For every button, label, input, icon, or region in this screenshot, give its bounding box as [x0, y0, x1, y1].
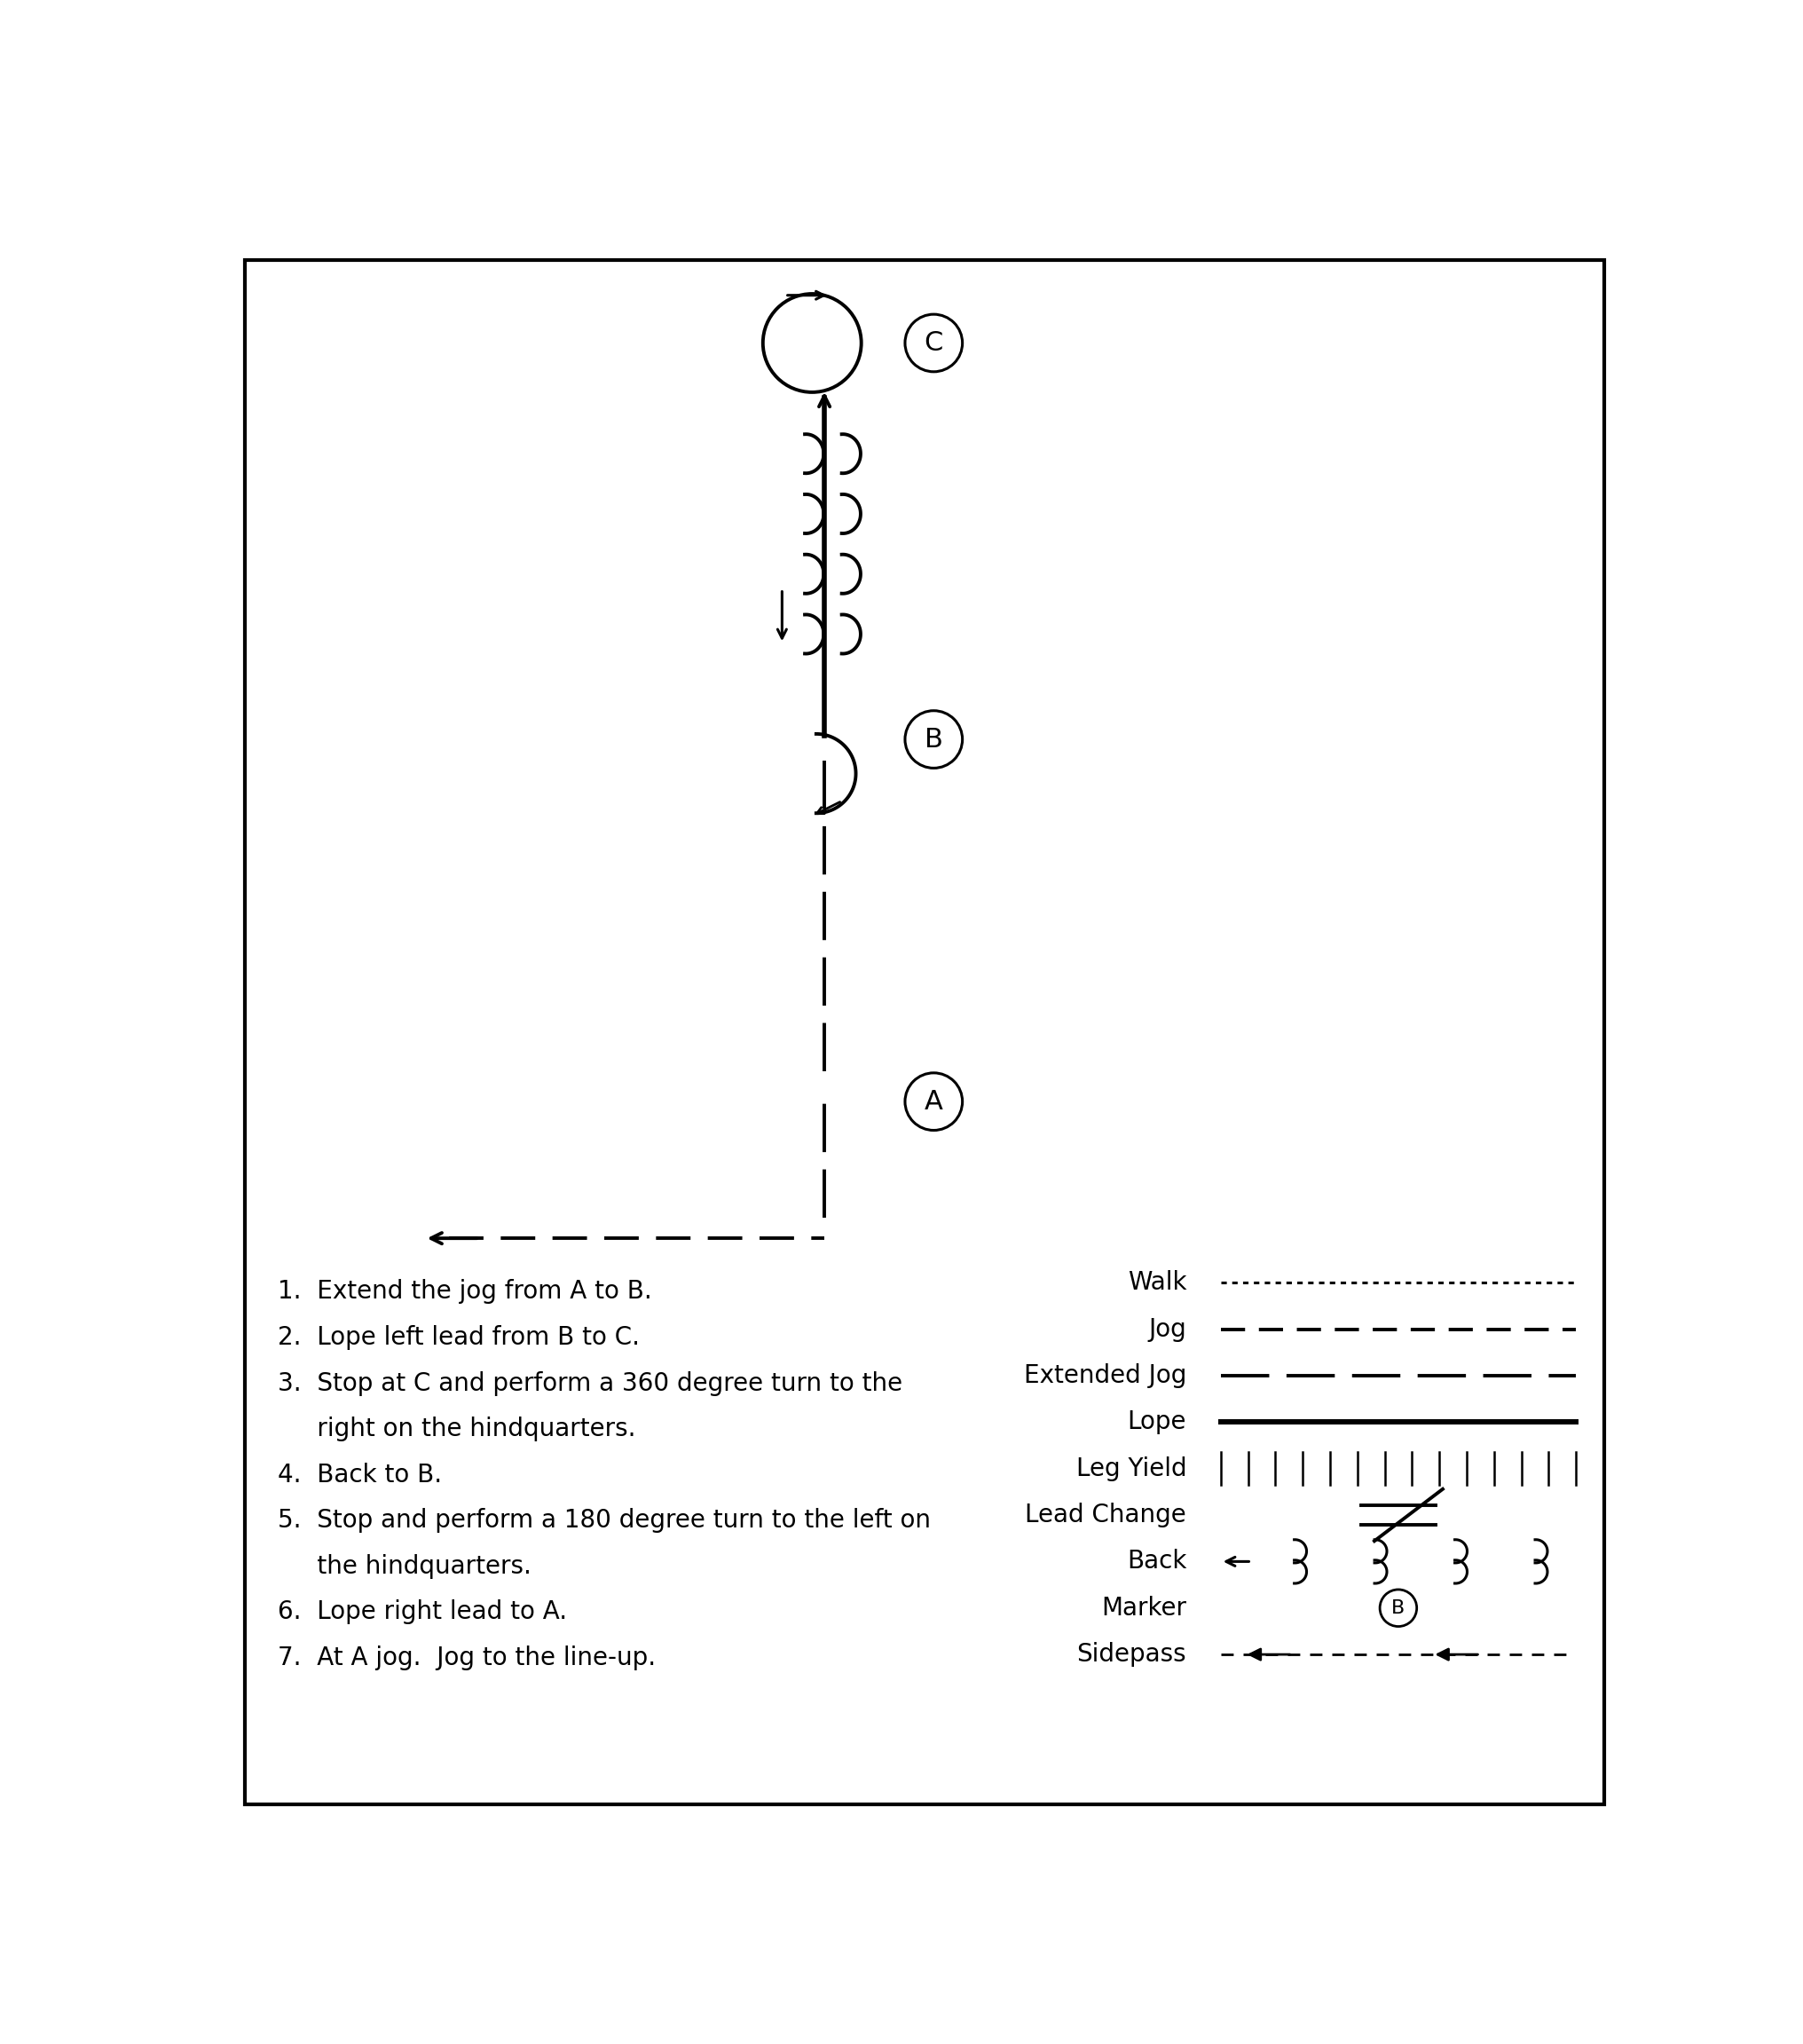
Text: the hindquarters.: the hindquarters. — [278, 1553, 532, 1578]
Text: Walk: Walk — [1127, 1269, 1186, 1296]
Text: 1.  Extend the jog from A to B.: 1. Extend the jog from A to B. — [278, 1280, 651, 1304]
Text: A: A — [923, 1089, 943, 1114]
Text: Marker: Marker — [1102, 1596, 1186, 1621]
Text: Jog: Jog — [1149, 1316, 1186, 1341]
Text: C: C — [923, 331, 943, 356]
Text: 3.  Stop at C and perform a 360 degree turn to the: 3. Stop at C and perform a 360 degree tu… — [278, 1372, 902, 1396]
Text: B: B — [1390, 1598, 1405, 1617]
Text: 4.  Back to B.: 4. Back to B. — [278, 1461, 442, 1488]
Text: 7.  At A jog.  Jog to the line-up.: 7. At A jog. Jog to the line-up. — [278, 1645, 656, 1670]
Text: 5.  Stop and perform a 180 degree turn to the left on: 5. Stop and perform a 180 degree turn to… — [278, 1508, 930, 1533]
Text: Back: Back — [1127, 1549, 1186, 1574]
Text: B: B — [923, 726, 943, 752]
Text: Leg Yield: Leg Yield — [1075, 1455, 1186, 1482]
Text: Lead Change: Lead Change — [1024, 1502, 1186, 1527]
Text: Sidepass: Sidepass — [1076, 1641, 1186, 1668]
Text: 2.  Lope left lead from B to C.: 2. Lope left lead from B to C. — [278, 1325, 640, 1349]
Text: 6.  Lope right lead to A.: 6. Lope right lead to A. — [278, 1600, 566, 1625]
Text: right on the hindquarters.: right on the hindquarters. — [278, 1416, 635, 1441]
Text: Extended Jog: Extended Jog — [1024, 1363, 1186, 1388]
Text: Lope: Lope — [1127, 1410, 1186, 1435]
